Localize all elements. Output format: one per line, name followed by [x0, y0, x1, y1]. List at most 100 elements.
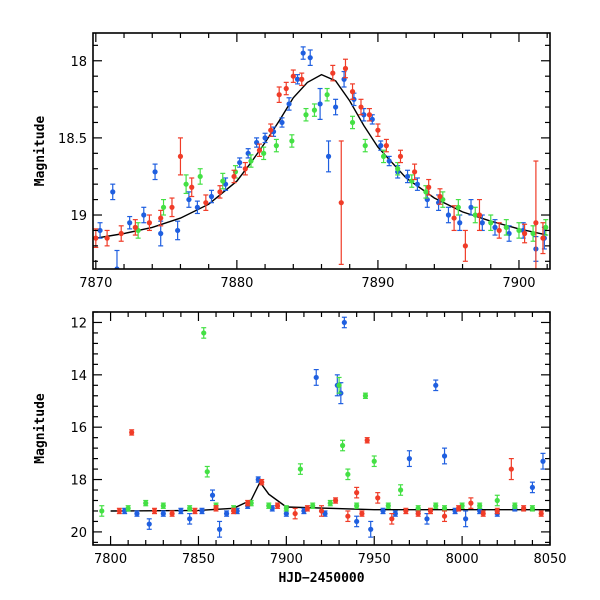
data-point [192, 508, 198, 514]
data-point [143, 500, 149, 506]
data-point [476, 212, 483, 218]
data-point [361, 112, 367, 118]
series-red [93, 58, 546, 269]
data-point [403, 508, 409, 514]
data-point [472, 212, 478, 218]
data-point [529, 484, 536, 491]
x-tick-label: 7880 [220, 276, 253, 291]
data-point [424, 516, 430, 522]
data-point [385, 503, 391, 509]
data-point [503, 224, 509, 230]
data-point [540, 235, 546, 241]
data-point [201, 330, 207, 336]
data-point [127, 220, 133, 226]
data-point [160, 503, 166, 509]
data-point [160, 510, 166, 517]
data-point [110, 189, 116, 195]
data-point [259, 479, 265, 485]
series-green [99, 327, 536, 517]
data-point [220, 178, 226, 184]
data-point [362, 393, 369, 399]
data-point [318, 508, 325, 514]
data-point [516, 227, 522, 234]
data-point [187, 516, 193, 522]
series-green [135, 87, 549, 242]
data-point [451, 215, 457, 221]
x-tick-label: 7900 [502, 276, 535, 291]
data-point [529, 505, 536, 511]
data-point [540, 458, 546, 464]
data-point [371, 458, 377, 464]
data-point [186, 196, 192, 203]
data-point [268, 127, 274, 133]
data-point [307, 55, 313, 61]
x-tick-label: 7850 [182, 552, 215, 567]
data-point [158, 215, 164, 221]
data-point [194, 204, 200, 210]
data-point [404, 173, 411, 180]
data-point [256, 147, 263, 153]
x-tick-label: 7950 [358, 552, 391, 567]
data-point [437, 193, 443, 200]
plot-area [99, 316, 550, 538]
data-point [129, 429, 135, 436]
data-point [261, 150, 267, 156]
data-point [304, 505, 311, 511]
data-point [427, 508, 434, 514]
data-point [332, 497, 339, 504]
data-point [175, 227, 181, 234]
data-point [169, 204, 175, 210]
data-point [380, 153, 387, 159]
data-point [441, 453, 448, 459]
data-point [345, 513, 351, 519]
y-tick-label: 20 [70, 526, 87, 541]
data-point [457, 220, 463, 226]
x-tick-label: 8000 [446, 552, 479, 567]
data-point [116, 508, 122, 514]
data-point [354, 503, 360, 509]
data-point [223, 510, 230, 517]
data-point [237, 159, 243, 166]
data-point [333, 104, 339, 110]
data-point [187, 505, 193, 511]
y-axis-label: Magnitude [33, 393, 48, 464]
data-point [433, 503, 439, 509]
data-point [324, 92, 330, 98]
data-point [456, 505, 462, 511]
data-point [433, 382, 439, 388]
data-point [342, 65, 349, 72]
data-point [290, 73, 296, 79]
data-point [415, 505, 421, 511]
data-point [216, 526, 223, 532]
top-panel-zoom-light-curve: 7870 7880 7890 7900 18 18.5 19 Magnitude [33, 32, 551, 291]
data-point [530, 230, 536, 237]
model-curve [95, 73, 548, 239]
data-point [183, 181, 189, 187]
data-point [406, 456, 412, 462]
bottom-panel-full-light-curve: 7800 7850 7900 7950 8000 8050 12 14 16 18 20 Magnit… [33, 311, 567, 586]
x-tick-label: 7870 [79, 276, 112, 291]
data-point [177, 153, 184, 159]
data-point [463, 516, 469, 522]
data-point [283, 505, 289, 511]
data-point [279, 119, 285, 126]
plot-area [93, 46, 549, 269]
data-point [209, 492, 216, 498]
data-point [313, 374, 319, 381]
data-point [508, 466, 514, 472]
data-point [146, 220, 153, 226]
data-point [248, 158, 254, 164]
data-point [488, 220, 494, 226]
y-tick-label: 18 [70, 474, 87, 489]
data-point [538, 510, 544, 517]
data-point [411, 169, 418, 175]
data-point [152, 169, 158, 175]
data-point [132, 224, 138, 230]
data-point [311, 107, 318, 113]
data-point [146, 521, 152, 527]
data-point [389, 516, 395, 522]
data-point [426, 184, 432, 190]
data-point [217, 189, 223, 195]
data-point [423, 189, 429, 195]
